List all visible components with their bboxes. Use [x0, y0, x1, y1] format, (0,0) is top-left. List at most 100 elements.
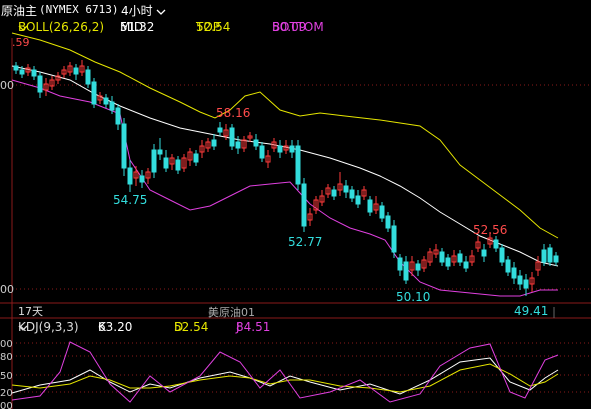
candle-body [247, 135, 253, 139]
candle-body [475, 241, 481, 249]
candle-body [457, 253, 463, 263]
candle-body [277, 145, 283, 153]
candle-body [241, 139, 247, 149]
candle-body [361, 189, 367, 197]
price-annotation: 52.77 [288, 235, 322, 249]
candle-body [235, 141, 241, 149]
symbol-name: 原油主 [1, 4, 38, 18]
candle-body [403, 261, 409, 281]
period-selector[interactable]: 4小时 [121, 2, 166, 19]
chart-header: 原油主 (NYMEX 6713) 4小时 [0, 0, 591, 18]
candle-body [463, 261, 469, 269]
candle-body [445, 257, 451, 267]
candle-body [409, 261, 415, 271]
candle-body [157, 149, 163, 155]
candle-body [13, 65, 19, 71]
kdj-selector[interactable]: KDJ(9,3,3) [18, 320, 79, 334]
candle-body [127, 167, 133, 185]
candle-body [67, 65, 73, 73]
price-annotation: 54.75 [113, 193, 147, 207]
kdj-legend: KDJ(9,3,3) K 63.20 D 52.54 J 84.51 [18, 320, 271, 334]
price-tick-label: 00 [0, 79, 14, 92]
boll-label: BOLL(26,26,2) [18, 20, 105, 34]
candle-body [85, 69, 91, 85]
kdj-tick-label: 80 [0, 352, 13, 363]
candle-body [223, 129, 229, 137]
candle-body [79, 65, 85, 73]
candle-body [397, 257, 403, 271]
candle-body [37, 75, 43, 93]
candle-body [181, 157, 187, 169]
candle-body [193, 153, 199, 163]
candle-body [379, 205, 385, 219]
candle-body [43, 83, 49, 91]
candle-body [367, 199, 373, 213]
candle-body [175, 159, 181, 171]
chevron-down-icon [18, 325, 28, 331]
candle-body [253, 139, 259, 147]
candle-body [19, 69, 25, 75]
candle-body [97, 95, 103, 101]
candle-body [517, 275, 523, 285]
candle-body [415, 263, 421, 271]
candle-body [259, 145, 265, 159]
candle-body [439, 251, 445, 263]
kdj-k-line [11, 357, 559, 395]
candle-body [169, 157, 175, 165]
days-label: 17天 [18, 305, 43, 318]
kdj-tick-label: 00 [0, 339, 13, 350]
candle-body [289, 145, 295, 153]
candle-body [121, 123, 127, 169]
candle-body [31, 69, 37, 77]
candle-body [163, 157, 169, 169]
period-label: 4小时 [121, 4, 153, 18]
candle-body [307, 213, 313, 221]
candle-body [271, 141, 277, 149]
candle-body [355, 195, 361, 205]
candle-body [469, 255, 475, 263]
boll-selector[interactable]: BOLL(26,26,2) [18, 20, 104, 34]
price-tick-label: 00 [0, 283, 14, 296]
boll-top-line [11, 32, 559, 239]
boll-legend: BOLL(26,26,2) MID 51.32 TOP 52.54 BOTTOM… [18, 20, 324, 34]
candle-body [337, 183, 343, 191]
candle-body [319, 195, 325, 203]
candle-body [499, 247, 505, 263]
candle-body [535, 261, 541, 271]
candle-body [427, 251, 433, 263]
candle-body [529, 277, 535, 285]
candle-body [217, 127, 223, 133]
candle-body [325, 187, 331, 195]
candle-body [205, 141, 211, 149]
candle-body [229, 127, 235, 147]
candle-body [61, 69, 67, 75]
candle-body [451, 255, 457, 263]
boll-bottom-line [11, 79, 558, 297]
candle-body [349, 189, 355, 199]
candle-body [505, 259, 511, 273]
candle-body [481, 249, 487, 257]
candle-body [145, 171, 151, 179]
candle-body [331, 189, 337, 197]
candle-body [553, 255, 559, 263]
chevron-down-icon [18, 25, 28, 31]
candle-body [511, 267, 517, 279]
candle-body [373, 203, 379, 211]
candle-body [187, 151, 193, 161]
candle-body [133, 171, 139, 179]
candle-body [391, 225, 397, 253]
candle-body [91, 81, 97, 105]
candle-body [25, 67, 31, 73]
candle-body [73, 67, 79, 75]
candle-body [295, 145, 301, 185]
candle-body [541, 249, 547, 263]
symbol-code: (NYMEX 6713) [39, 3, 119, 16]
candle-body [343, 185, 349, 193]
price-annotation: 49.41 [514, 304, 548, 318]
kdj-tick-label: 50 [0, 371, 13, 382]
candle-body [49, 79, 55, 87]
kdj-tick-label: 00 [0, 401, 13, 409]
kdj-tick-label: 20 [0, 388, 13, 399]
candle-body [115, 107, 121, 125]
